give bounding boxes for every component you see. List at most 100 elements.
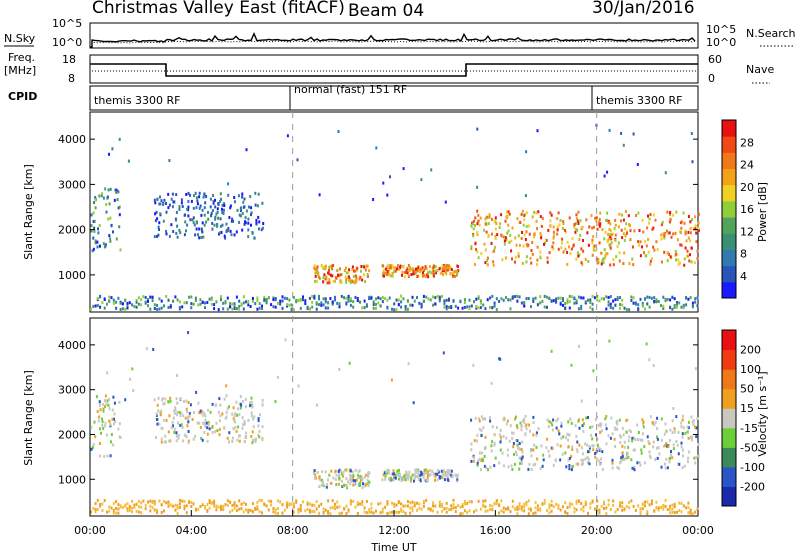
data-cell [594, 455, 597, 459]
data-cell [395, 298, 398, 302]
data-cell [340, 294, 343, 298]
data-cell [632, 263, 635, 267]
data-cell [694, 224, 697, 228]
data-cell [516, 294, 519, 298]
data-cell [580, 502, 583, 505]
data-cell [255, 437, 257, 441]
data-cell [607, 220, 610, 224]
data-cell [324, 508, 327, 512]
data-cell [564, 501, 567, 505]
data-cell [179, 423, 182, 427]
data-cell [548, 454, 551, 458]
data-cell [198, 227, 201, 231]
data-cell [603, 257, 606, 261]
data-cell [423, 469, 426, 472]
data-cell [109, 454, 112, 458]
data-cell [347, 299, 350, 303]
data-cell [270, 303, 273, 307]
data-cell [556, 217, 559, 221]
data-cell [137, 500, 140, 503]
data-cell [620, 456, 623, 460]
data-cell [495, 308, 498, 311]
data-cell [363, 265, 366, 269]
data-cell [607, 303, 610, 307]
data-cell [527, 467, 530, 471]
data-cell [250, 411, 253, 415]
data-cell [680, 425, 683, 429]
data-cell [605, 506, 608, 510]
data-cell [649, 456, 652, 460]
data-cell [352, 483, 355, 487]
data-cell [615, 419, 618, 423]
data-cell [599, 222, 602, 226]
data-cell [168, 439, 171, 443]
data-cell [432, 269, 435, 273]
data-cell [153, 235, 156, 239]
data-cell [102, 409, 105, 413]
data-cell [189, 218, 192, 222]
data-cell [531, 241, 534, 244]
data-cell [475, 439, 478, 443]
data-cell [575, 499, 578, 503]
data-cell [518, 220, 521, 224]
data-cell [90, 425, 93, 429]
data-cell [329, 297, 332, 300]
data-cell [215, 212, 218, 216]
data-cell [106, 196, 109, 200]
data-cell [359, 474, 362, 478]
data-cell [391, 510, 393, 514]
data-cell [256, 500, 259, 504]
data-cell [372, 306, 375, 310]
data-cell [593, 296, 596, 300]
data-cell [678, 301, 681, 305]
data-cell [488, 215, 491, 219]
data-cell [463, 509, 466, 513]
data-cell [178, 498, 181, 502]
data-cell [194, 508, 197, 512]
data-cell [349, 299, 352, 303]
data-cell [392, 270, 395, 274]
data-cell [484, 445, 487, 449]
data-cell [336, 505, 339, 509]
data-cell [484, 509, 487, 513]
data-cell [495, 502, 498, 506]
data-cell [368, 480, 371, 484]
data-cell [174, 408, 177, 412]
data-cell [595, 433, 597, 437]
data-cell [447, 469, 450, 473]
data-cell [614, 233, 617, 237]
data-cell [695, 456, 698, 460]
data-cell [223, 202, 226, 206]
data-cell [445, 474, 448, 478]
data-cell [406, 472, 409, 476]
data-cell [530, 305, 532, 309]
data-cell [675, 440, 678, 443]
data-cell [254, 507, 257, 511]
data-cell [352, 474, 355, 478]
data-cell [477, 306, 480, 310]
cpid-label: CPID [8, 90, 37, 103]
data-cell [255, 221, 258, 225]
data-cell [536, 227, 539, 231]
data-cell [657, 506, 660, 510]
data-cell [240, 302, 243, 306]
data-cell [453, 270, 456, 273]
data-cell [265, 504, 268, 508]
data-cell [379, 297, 382, 301]
data-cell [587, 260, 590, 263]
data-cell [696, 257, 699, 260]
data-cell [524, 432, 527, 436]
data-cell [632, 245, 634, 249]
data-cell [210, 214, 213, 218]
data-cell [128, 301, 131, 305]
data-cell [480, 434, 483, 437]
data-cell [689, 510, 692, 513]
data-cell [241, 416, 244, 420]
nsky-label: N.Sky [4, 32, 36, 45]
data-cell [468, 500, 471, 504]
data-cell [226, 436, 229, 440]
data-cell [103, 499, 106, 502]
data-cell [235, 504, 238, 508]
data-cell [323, 273, 326, 277]
data-cell [525, 427, 528, 431]
